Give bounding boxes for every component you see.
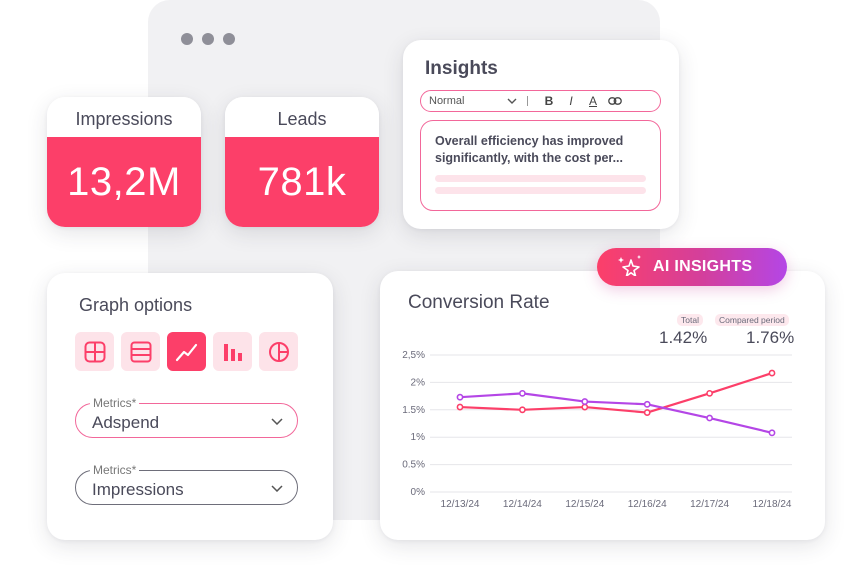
y-tick-label: 1.5% bbox=[402, 405, 425, 416]
data-point bbox=[768, 429, 776, 437]
y-tick-label: 2,5% bbox=[402, 350, 425, 361]
data-point bbox=[581, 403, 589, 411]
compared-period-label: Compared period bbox=[715, 314, 789, 326]
metrics-select-impressions[interactable]: Metrics* Impressions bbox=[75, 463, 298, 505]
x-tick-label: 12/18/24 bbox=[753, 499, 792, 510]
metrics-select-adspend[interactable]: Metrics* Adspend bbox=[75, 396, 298, 438]
window-dot-icon bbox=[223, 33, 235, 45]
data-point bbox=[706, 414, 713, 422]
total-label: Total bbox=[677, 314, 703, 326]
skeleton-line bbox=[435, 175, 646, 182]
leads-card: Leads 781k bbox=[225, 97, 379, 227]
graph-options-title: Graph options bbox=[79, 295, 193, 315]
link-icon[interactable] bbox=[604, 94, 626, 108]
metrics-legend: Metrics* bbox=[90, 463, 140, 477]
data-point bbox=[643, 400, 651, 408]
x-tick-label: 12/13/24 bbox=[441, 499, 480, 510]
toolbar-divider bbox=[527, 96, 528, 106]
graph-options-card: Graph options Metrics* Adspend Metrics* … bbox=[47, 273, 333, 540]
series-line-1 bbox=[459, 392, 773, 434]
y-tick-label: 1% bbox=[411, 432, 426, 443]
bold-button[interactable]: B bbox=[544, 94, 554, 108]
total-value: 1.42% bbox=[659, 328, 708, 347]
leads-label: Leads bbox=[225, 97, 379, 137]
metrics-value: Impressions bbox=[92, 479, 184, 499]
text-color-button[interactable]: A bbox=[588, 94, 597, 108]
leads-value: 781k bbox=[225, 137, 379, 227]
compared-value: 1.76% bbox=[746, 328, 795, 347]
grid-icon[interactable] bbox=[75, 332, 114, 371]
x-tick-label: 12/17/24 bbox=[690, 499, 729, 510]
line-chart-icon[interactable] bbox=[167, 332, 206, 371]
bar-chart-icon[interactable] bbox=[213, 332, 252, 371]
x-tick-label: 12/16/24 bbox=[628, 499, 667, 510]
chevron-down-icon bbox=[271, 412, 283, 430]
italic-button[interactable]: I bbox=[569, 94, 573, 108]
conversion-rate-title: Conversion Rate bbox=[408, 292, 550, 313]
data-point bbox=[581, 398, 589, 405]
impressions-value: 13,2M bbox=[47, 137, 201, 227]
data-point bbox=[456, 393, 464, 401]
metrics-legend: Metrics* bbox=[90, 396, 140, 410]
graph-type-selector bbox=[75, 332, 298, 371]
conversion-line-chart: 0% 0.5% 1% 1.5% 2% 2,5% 12/13/24 12/14/24 12/15/… bbox=[402, 350, 792, 510]
insights-text: Overall efficiency has improved signific… bbox=[435, 134, 624, 165]
insights-editor[interactable]: Overall efficiency has improved signific… bbox=[420, 120, 661, 211]
data-point bbox=[518, 389, 526, 397]
x-tick-label: 12/14/24 bbox=[503, 499, 542, 510]
insights-title: Insights bbox=[425, 58, 498, 79]
x-tick-label: 12/15/24 bbox=[565, 499, 604, 510]
impressions-card: Impressions 13,2M bbox=[47, 97, 201, 227]
ai-insights-label: AI INSIGHTS bbox=[653, 258, 753, 275]
data-point bbox=[768, 369, 776, 377]
series-line-0 bbox=[459, 372, 773, 414]
window-controls bbox=[181, 33, 235, 45]
window-dot-icon bbox=[202, 33, 214, 45]
data-point bbox=[456, 403, 464, 411]
data-point bbox=[518, 406, 526, 414]
chevron-down-icon bbox=[271, 479, 283, 497]
impressions-label: Impressions bbox=[47, 97, 201, 137]
pie-chart-icon[interactable] bbox=[259, 332, 298, 371]
y-tick-label: 0% bbox=[411, 487, 426, 498]
metrics-value: Adspend bbox=[92, 412, 160, 432]
y-tick-label: 2% bbox=[411, 377, 426, 388]
data-point bbox=[706, 389, 713, 397]
data-point bbox=[643, 409, 651, 416]
chevron-down-icon[interactable] bbox=[507, 96, 521, 107]
sparkle-stars-icon bbox=[617, 254, 643, 281]
conversion-rate-card: Conversion Rate Total Compared period 1.… bbox=[380, 271, 825, 540]
y-tick-label: 0.5% bbox=[402, 460, 425, 471]
window-dot-icon bbox=[181, 33, 193, 45]
editor-toolbar: Normal B I A bbox=[420, 90, 661, 112]
format-select[interactable]: Normal bbox=[429, 95, 465, 107]
ai-insights-button[interactable]: AI INSIGHTS bbox=[597, 248, 787, 286]
insights-card: Insights Normal B I A Overall efficiency… bbox=[403, 40, 679, 229]
skeleton-line bbox=[435, 187, 646, 194]
table-rows-icon[interactable] bbox=[121, 332, 160, 371]
